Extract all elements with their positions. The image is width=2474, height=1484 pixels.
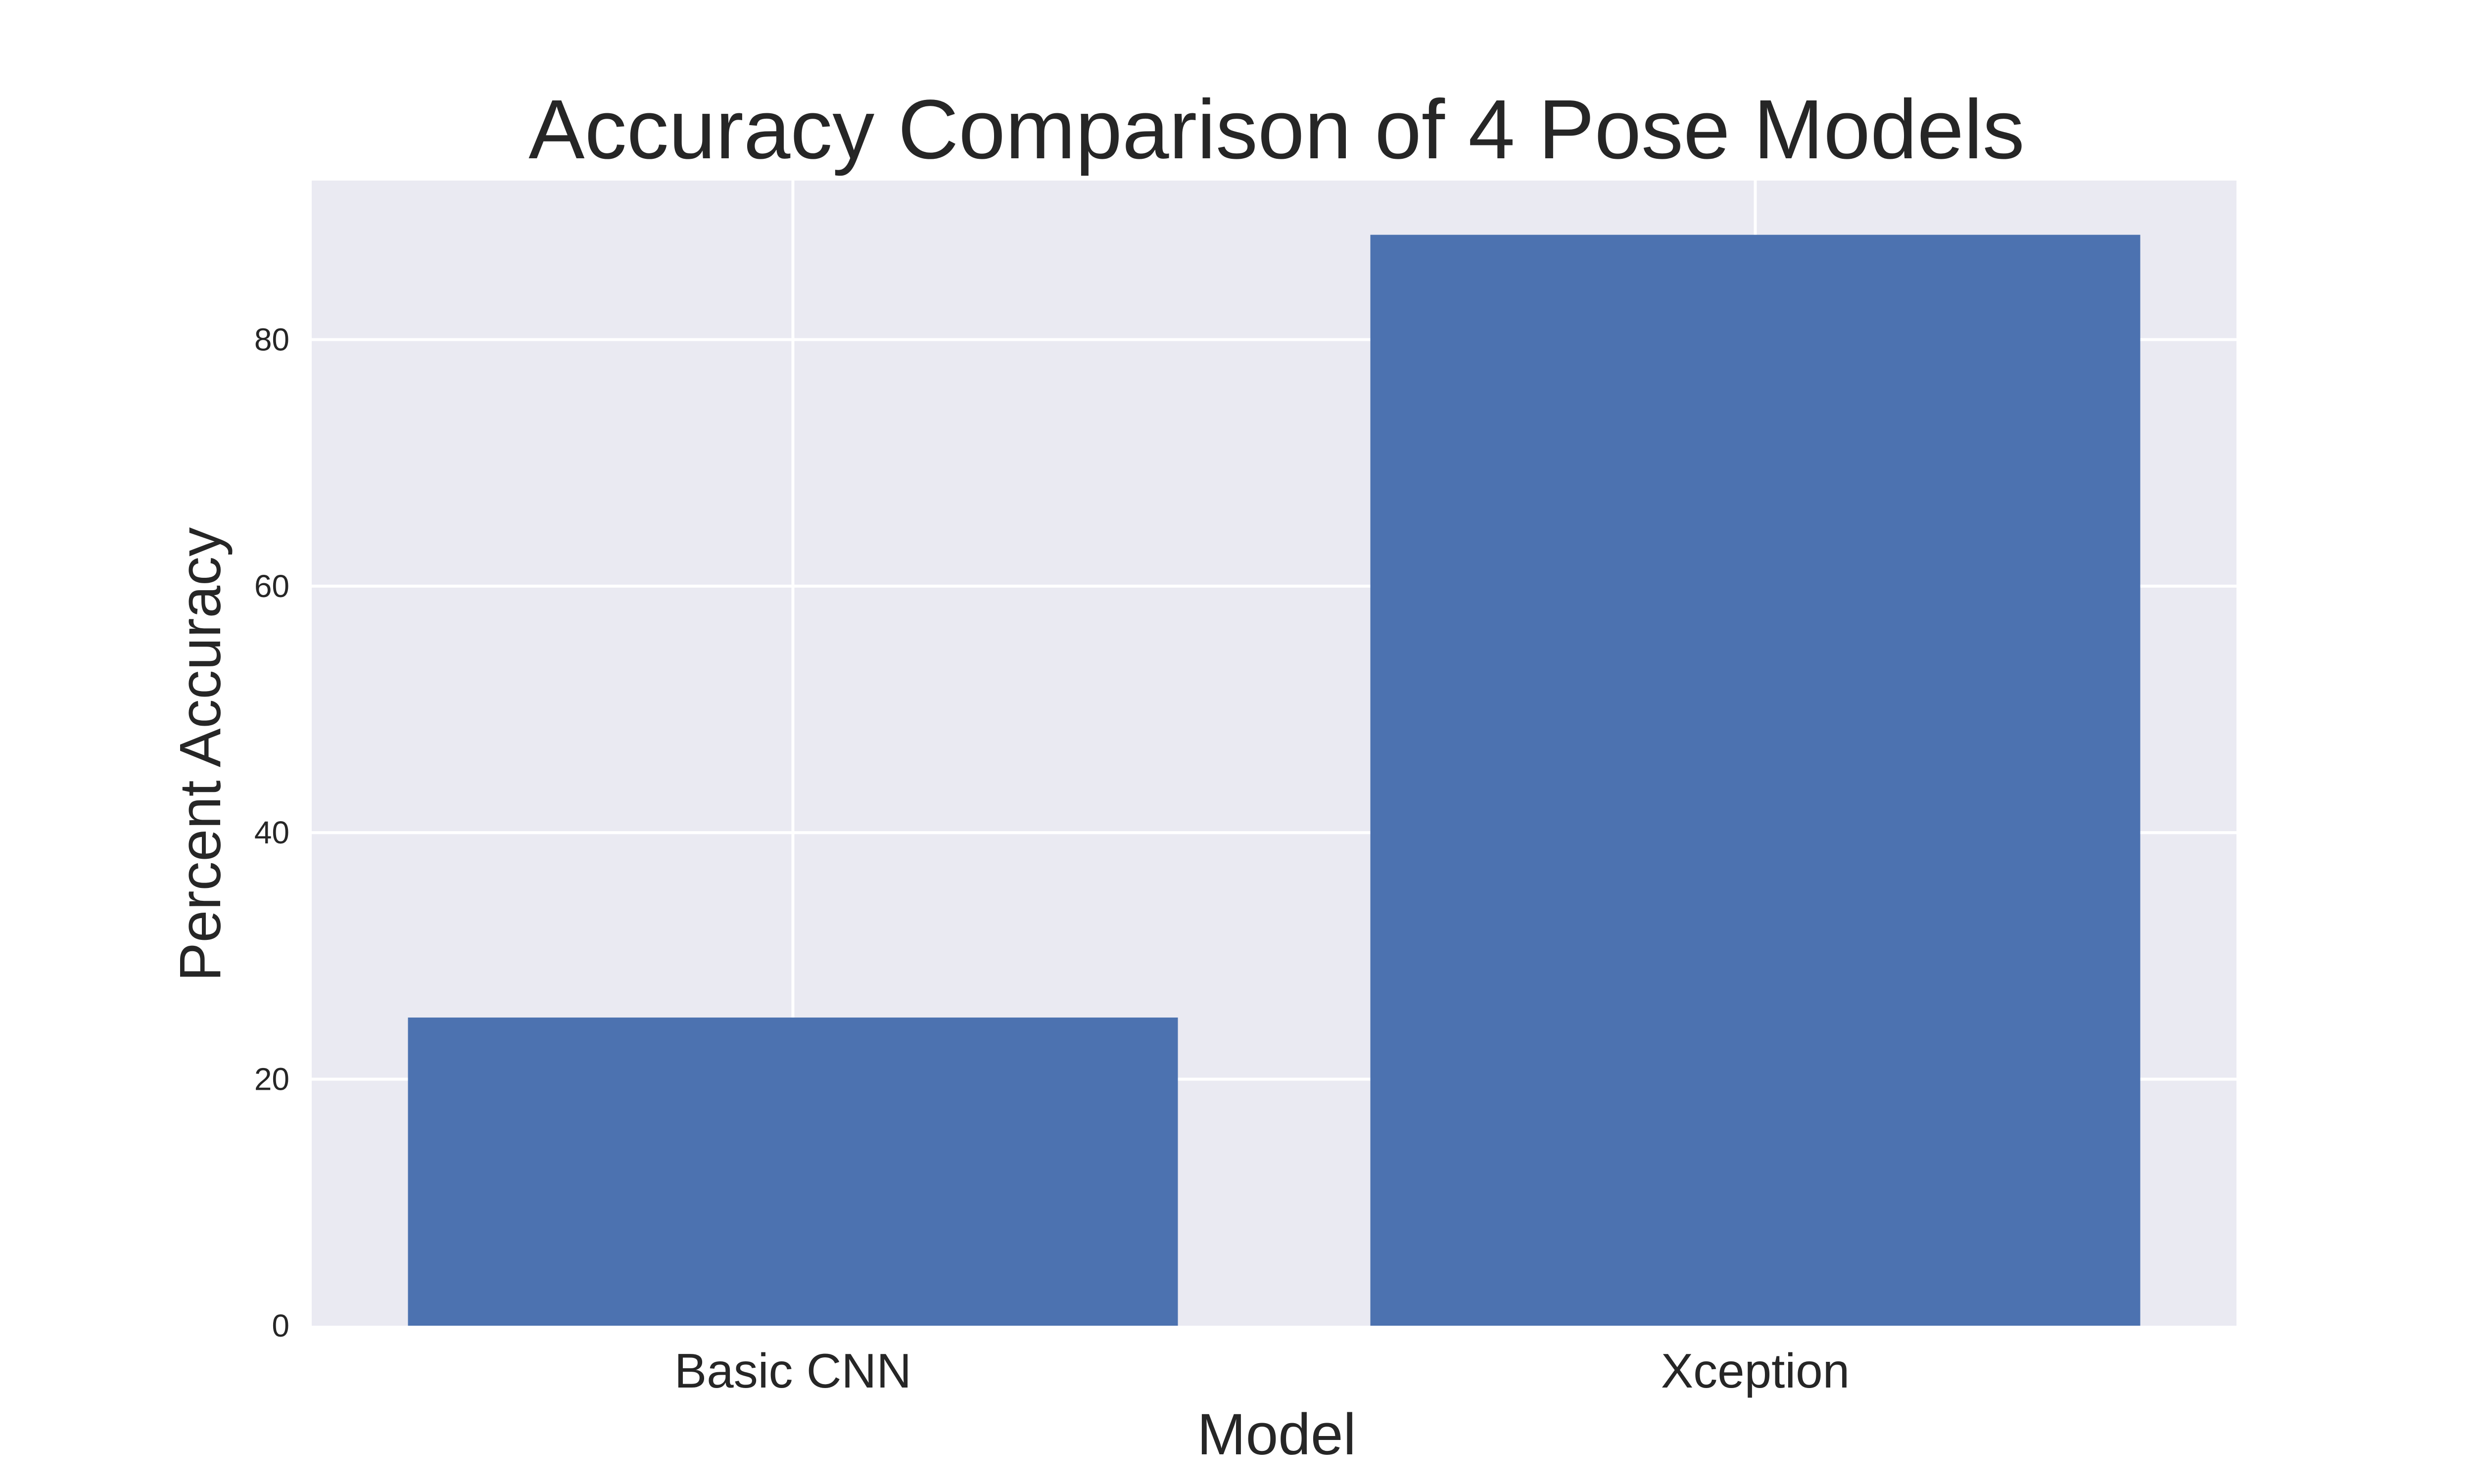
y-tick-label: 40 xyxy=(254,815,289,850)
bar-basic-cnn xyxy=(408,1018,1178,1326)
y-tick-label: 20 xyxy=(254,1062,289,1097)
x-tick-label: Xception xyxy=(1661,1344,1850,1398)
bar-xception xyxy=(1370,234,2141,1326)
chart-title: Accuracy Comparison of 4 Pose Models xyxy=(528,83,2025,177)
x-axis-title: Model xyxy=(1197,1402,1356,1467)
y-axis-title: Percent Accuracy xyxy=(168,527,233,981)
x-tick-label: Basic CNN xyxy=(674,1344,911,1398)
y-tick-label: 60 xyxy=(254,568,289,604)
x-axis-ticks: Basic CNN Xception xyxy=(674,1344,1850,1398)
y-tick-label: 80 xyxy=(254,322,289,357)
bars xyxy=(408,234,2141,1326)
y-axis-ticks: 0 20 40 60 80 xyxy=(254,322,289,1344)
y-tick-label: 0 xyxy=(272,1308,289,1344)
